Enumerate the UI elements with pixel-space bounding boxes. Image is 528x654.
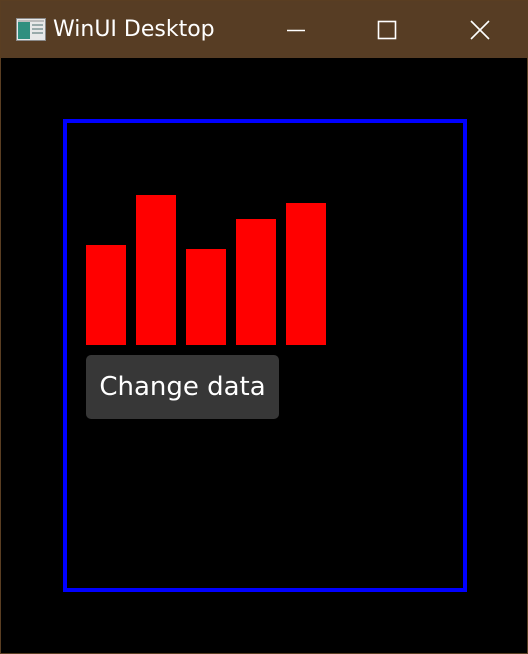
- minimize-button[interactable]: [266, 1, 326, 58]
- maximize-icon: [377, 20, 397, 39]
- close-icon: [470, 19, 490, 40]
- minimize-icon: [287, 29, 305, 31]
- maximize-button[interactable]: [357, 1, 417, 58]
- bar-1: [86, 245, 126, 345]
- change-data-button[interactable]: Change data: [86, 355, 279, 419]
- bar-4: [236, 219, 276, 345]
- app-icon: [16, 18, 46, 41]
- title-bar[interactable]: WinUI Desktop: [1, 1, 527, 58]
- window-title: WinUI Desktop: [53, 17, 215, 42]
- bar-3: [186, 249, 226, 345]
- blue-border-frame: [63, 119, 467, 592]
- close-button[interactable]: [450, 1, 510, 58]
- bar-5: [286, 203, 326, 345]
- bar-chart: [86, 195, 326, 345]
- bar-2: [136, 195, 176, 345]
